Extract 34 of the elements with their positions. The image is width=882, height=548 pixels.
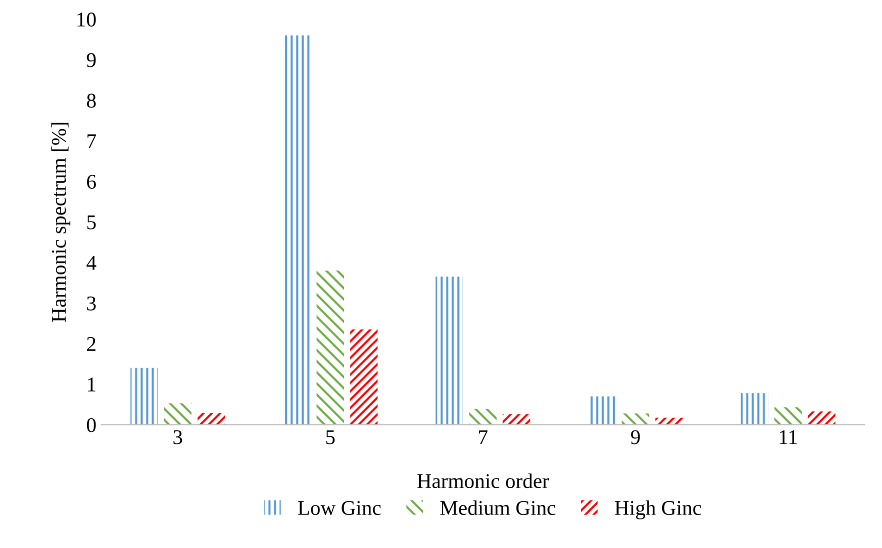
x-tick-label: 3 — [174, 430, 182, 444]
legend-label: Medium Ginc — [440, 500, 556, 516]
bar — [283, 35, 310, 425]
y-tick-label: 2 — [87, 337, 96, 351]
bar — [774, 407, 802, 425]
y-axis-title: Harmonic spectrum [%] — [51, 122, 70, 322]
bar — [164, 403, 192, 425]
y-tick-label: 7 — [88, 134, 96, 148]
x-tick-label: 9 — [630, 430, 640, 444]
legend-label: High Ginc — [614, 500, 702, 520]
y-tick-label: 1 — [88, 378, 96, 392]
bar — [808, 411, 836, 425]
y-tick-label: 9 — [86, 53, 96, 68]
y-tick-label: 4 — [86, 256, 96, 270]
x-axis-title: Harmonic order — [417, 473, 549, 488]
y-tick-label: 10 — [78, 12, 96, 27]
y-tick-label: 8 — [86, 94, 96, 108]
x-tick-label: 7 — [479, 430, 488, 444]
x-tick-label: 11 — [780, 430, 797, 444]
bar — [130, 368, 158, 425]
bar — [469, 408, 497, 425]
legend-label: Low Ginc — [298, 501, 381, 516]
y-tick-label: 3 — [87, 296, 96, 310]
bar — [502, 414, 530, 425]
bar — [436, 276, 464, 425]
bar — [740, 393, 768, 425]
bar — [622, 413, 650, 425]
y-tick-label: 6 — [87, 174, 96, 189]
y-tick-label: 5 — [87, 216, 96, 230]
bar — [316, 270, 344, 425]
bar — [350, 329, 378, 425]
x-tick-label: 5 — [326, 430, 335, 444]
bar — [198, 412, 226, 425]
y-tick-label: 0 — [86, 418, 96, 432]
